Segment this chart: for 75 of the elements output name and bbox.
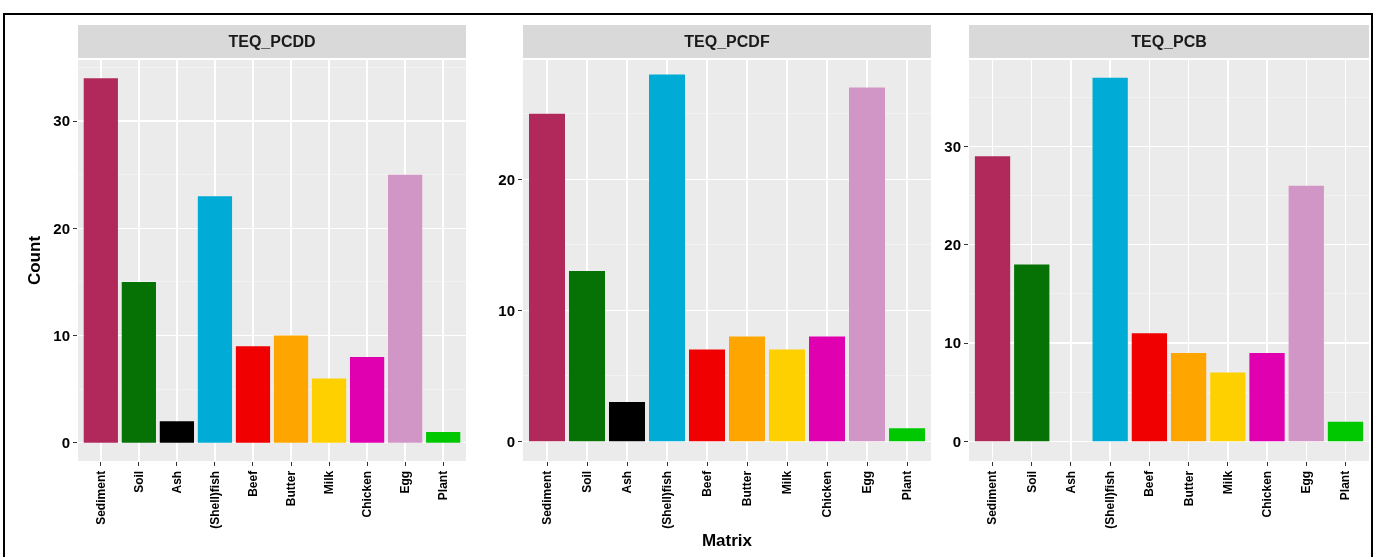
chart-title: TEQ_PCB — [1131, 33, 1207, 51]
bar — [1170, 352, 1207, 442]
x-axis-title: Matrix — [701, 531, 753, 551]
x-tick-label: Egg — [398, 470, 413, 494]
x-tick-label: Soil — [579, 470, 594, 493]
bar — [159, 421, 195, 443]
y-tick-label: 20 — [944, 236, 961, 254]
x-tick-label: Soil — [1024, 470, 1039, 493]
chart-title: TEQ_PCDF — [684, 33, 770, 51]
y-tick-label: 30 — [944, 137, 961, 155]
x-tick-label: Butter — [739, 470, 754, 507]
bar — [974, 156, 1011, 442]
bar — [121, 281, 156, 443]
x-tick-label: Milk — [779, 470, 794, 495]
x-tick-label: Ash — [619, 470, 634, 494]
bar — [689, 349, 725, 442]
x-tick-label: (Shell)fish — [1103, 470, 1118, 529]
bar — [388, 174, 423, 443]
x-tick-label: Beef — [245, 469, 260, 497]
bar — [1249, 352, 1285, 442]
bar — [1092, 77, 1128, 442]
bar — [889, 428, 925, 442]
y-tick-label: 10 — [53, 326, 70, 344]
bar — [529, 113, 565, 442]
y-tick-label: 0 — [61, 434, 70, 452]
y-tick-label: 30 — [53, 112, 70, 130]
bar — [83, 78, 118, 443]
bar — [235, 346, 271, 443]
bar — [1288, 185, 1324, 442]
bar — [1131, 333, 1168, 442]
y-tick-label: 0 — [506, 432, 515, 450]
x-tick-label: (Shell)fish — [659, 470, 674, 529]
bar — [426, 432, 461, 443]
x-tick-label: Milk — [1220, 470, 1235, 495]
x-tick-label: Plant — [436, 470, 451, 501]
bar — [273, 335, 309, 443]
x-tick-label: Butter — [1181, 470, 1196, 507]
x-tick-label: Soil — [131, 470, 146, 493]
x-tick-label: Ash — [1063, 470, 1078, 494]
y-axis-title: Count — [24, 235, 44, 286]
x-tick-label: Sediment — [93, 470, 108, 525]
y-tick-label: 10 — [498, 301, 515, 319]
x-tick-label: Ash — [169, 470, 184, 494]
y-tick-label: 20 — [498, 170, 515, 188]
y-tick-label: 20 — [53, 219, 70, 237]
bar — [609, 402, 645, 442]
bar — [809, 336, 845, 442]
bar — [311, 378, 347, 443]
x-tick-label: Milk — [321, 470, 336, 495]
bar — [349, 357, 385, 443]
bar — [849, 87, 885, 442]
x-tick-label: Beef — [1142, 469, 1157, 497]
x-tick-label: Beef — [699, 469, 714, 497]
x-tick-label: Chicken — [819, 470, 834, 518]
x-tick-label: Chicken — [1259, 470, 1274, 518]
bar — [769, 349, 805, 442]
x-tick-label: Sediment — [539, 470, 554, 525]
bar — [729, 336, 765, 442]
chart-title: TEQ_PCDD — [228, 33, 316, 51]
bar — [1210, 372, 1246, 442]
x-tick-label: Sediment — [985, 470, 1000, 525]
bar — [197, 196, 233, 443]
y-tick-label: 0 — [952, 432, 961, 450]
y-tick-label: 10 — [944, 334, 961, 352]
x-tick-label: Plant — [899, 470, 914, 501]
bar — [569, 270, 605, 442]
x-tick-label: Egg — [859, 470, 874, 494]
bar — [1014, 264, 1050, 442]
bar — [649, 74, 685, 442]
x-tick-label: Egg — [1299, 470, 1314, 494]
bar — [1327, 421, 1364, 442]
x-tick-label: Butter — [283, 470, 298, 507]
x-tick-label: Plant — [1338, 470, 1353, 501]
x-tick-label: Chicken — [360, 470, 374, 518]
x-tick-label: (Shell)fish — [207, 470, 222, 529]
